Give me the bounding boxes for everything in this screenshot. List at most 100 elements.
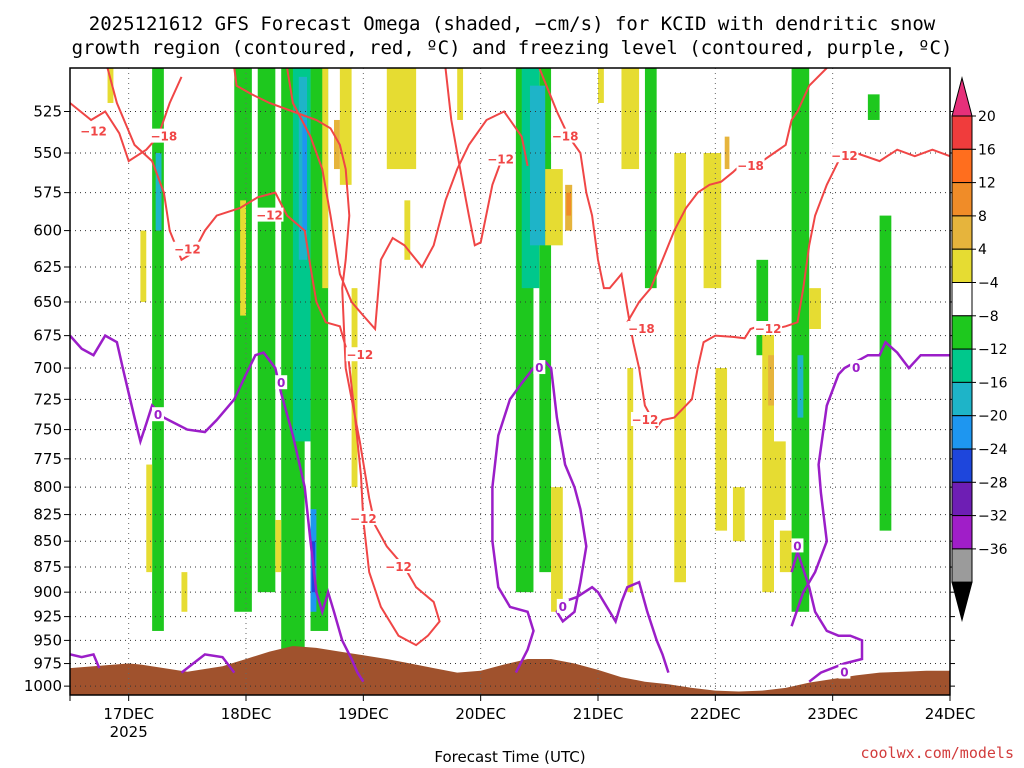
dendritic-contour-label: −12	[346, 348, 373, 362]
colorbar-tick-label: −20	[978, 409, 1008, 425]
dendritic-contour-label: −18	[628, 322, 655, 336]
omega-cell	[334, 119, 340, 170]
dendritic-contour-label-bg	[754, 320, 783, 335]
colorbar: 20 16 12 8 4 −4 −8 −12 −16 −20 −24 −28 −32 −36	[951, 76, 1008, 623]
freezing-level-contour-line	[790, 340, 950, 627]
dendritic-contour-label-bg	[384, 559, 413, 574]
y-tick-label: 875	[33, 558, 62, 576]
dendritic-contour-label: −12	[256, 209, 283, 223]
freezing-level-contour-label: 0	[277, 376, 285, 390]
omega-cell	[181, 572, 188, 612]
freezing-level-contour-label-bg	[838, 664, 851, 679]
freezing-level-contour-label: 0	[559, 600, 567, 614]
terrain-surface	[70, 646, 950, 695]
freezing-level-contour-label-bg	[533, 360, 546, 375]
omega-cell	[879, 215, 892, 531]
colorbar-top-triangle	[951, 76, 973, 117]
y-tick-label: 575	[33, 184, 62, 202]
dendritic-contour-line	[286, 68, 529, 332]
omega-cell	[457, 68, 464, 120]
dendritic-contour-line	[626, 68, 828, 323]
omega-cell	[762, 322, 774, 593]
freezing-level-contour-line	[70, 333, 365, 683]
watermark: coolwx.com/models	[860, 744, 1014, 762]
omega-cell	[768, 355, 774, 406]
freezing-level-contour-line	[70, 652, 101, 669]
colorbar-tick-label: −24	[978, 442, 1008, 458]
y-tick-label: 950	[33, 631, 62, 649]
dendritic-contour-label: −12	[385, 560, 412, 574]
colorbar-band	[951, 215, 973, 250]
dendritic-contour-label: −12	[831, 149, 858, 163]
freezing-level-contour-label: 0	[535, 361, 543, 375]
colorbar-band	[951, 481, 973, 517]
colorbar-band	[951, 415, 973, 450]
x-tick-label: 22DEC	[690, 705, 741, 723]
omega-cell	[529, 85, 546, 246]
y-tick-label: 925	[33, 608, 62, 626]
omega-cell	[275, 519, 282, 573]
dendritic-contour-label-bg	[349, 510, 378, 525]
x-tick-label: 24DEC	[925, 705, 976, 723]
colorbar-tick-label: −12	[978, 342, 1008, 358]
colorbar-band	[951, 448, 973, 483]
dendritic-contour-label: −18	[737, 159, 764, 173]
colorbar-band	[951, 282, 973, 317]
x-axis-title: Forecast Time (UTC)	[434, 748, 585, 766]
freezing-level-contour-line	[491, 360, 670, 674]
dendritic-contour-label-bg	[255, 207, 284, 222]
omega-cell	[322, 68, 329, 289]
dendritic-contour-label: −12	[174, 243, 201, 257]
omega-cell	[404, 200, 411, 260]
chart-title-line-2: growth region (contoured, red, ºC) and f…	[72, 37, 953, 59]
omega-cell	[774, 441, 786, 520]
omega-cell	[551, 487, 563, 612]
dendritic-contour-label-bg	[627, 320, 656, 335]
freezing-level-contour-label: 0	[840, 666, 848, 680]
x-tick-label: 18DEC	[221, 705, 272, 723]
x-tick-label: 19DEC	[338, 705, 389, 723]
omega-cell	[107, 68, 114, 103]
dendritic-contour-label-bg	[173, 241, 202, 256]
dendritic-contour-line	[444, 68, 506, 247]
omega-cell	[724, 136, 730, 170]
dendritic-contour-label: −18	[150, 130, 177, 144]
y-tick-label: 650	[33, 293, 62, 311]
y-tick-label: 550	[33, 144, 62, 162]
x-tick-label: 20DEC	[455, 705, 506, 723]
terrain-layer	[70, 646, 950, 695]
dendritic-contour-label-bg	[736, 157, 765, 172]
colorbar-tick-label: −8	[978, 309, 999, 325]
plot-frame	[69, 67, 951, 696]
colorbar-tick-label: 16	[978, 142, 996, 158]
omega-cell	[621, 68, 640, 170]
y-tick-label: 700	[33, 359, 62, 377]
omega-cell	[351, 288, 358, 488]
dendritic-contour-line	[70, 76, 183, 163]
omega-cell	[339, 68, 352, 185]
freezing-level-contour-label-bg	[152, 407, 164, 422]
colorbar-tick-label: 4	[978, 242, 987, 258]
omega-cell	[257, 68, 276, 593]
omega-cell	[240, 200, 246, 316]
freezing-level-contour-label: 0	[154, 408, 162, 422]
colorbar-tick-label: 8	[978, 209, 987, 225]
omega-cell	[756, 259, 769, 356]
dendritic-contour-label: −12	[755, 322, 782, 336]
freezing-level-contour-label: 0	[793, 539, 801, 553]
y-tick-label: 975	[33, 655, 62, 673]
dendritic-contour-label-bg	[551, 128, 580, 143]
omega-cell	[545, 169, 563, 246]
y-tick-label: 625	[33, 258, 62, 276]
freezing-level-contour-label-bg	[556, 598, 569, 613]
freezing-level-contour-line	[180, 653, 236, 674]
dendritic-contour-line	[106, 68, 441, 647]
dendritic-contour-label: −12	[487, 152, 514, 166]
dendritic-contour-line	[538, 68, 950, 429]
y-axis: 525 550 575 600 625 650 675 700 725 750 775 800 825 8…	[24, 103, 955, 695]
y-tick-label: 750	[33, 421, 62, 439]
dendritic-contour-label-bg	[79, 123, 108, 138]
colorbar-bottom-triangle	[951, 581, 973, 623]
